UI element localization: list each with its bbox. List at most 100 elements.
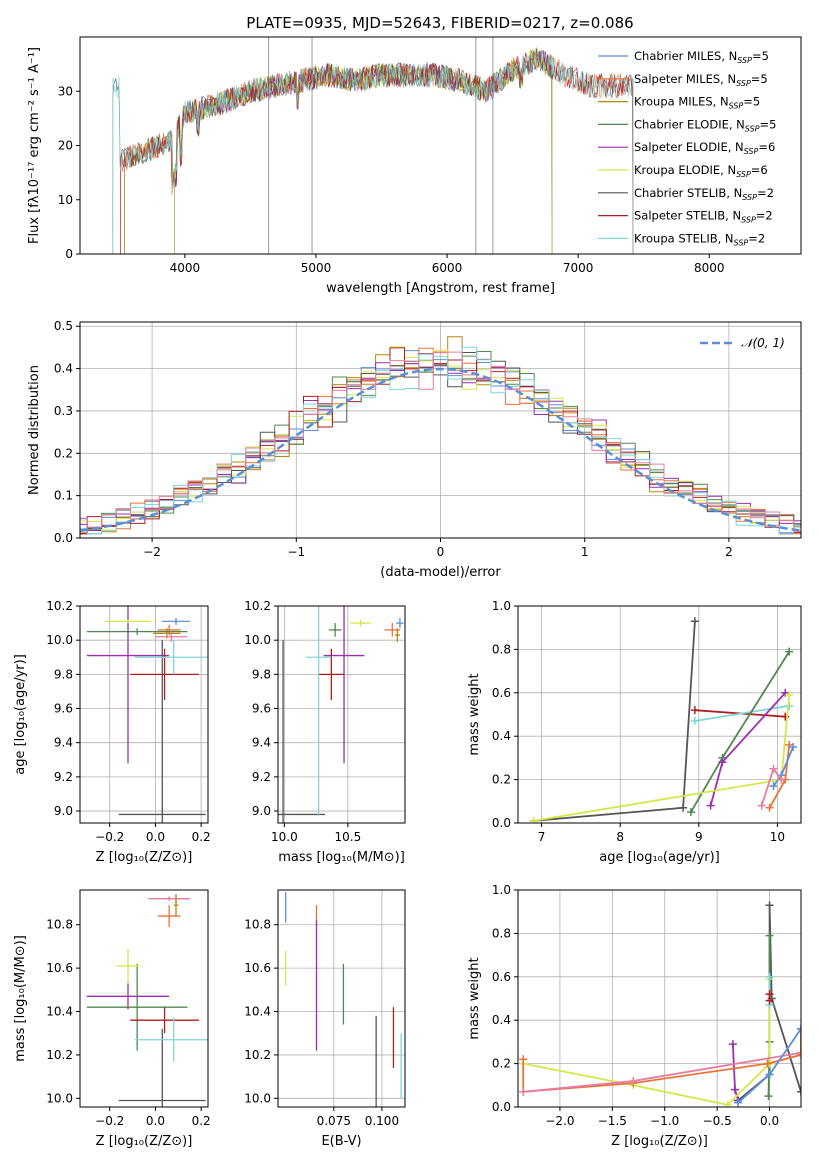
series-chabrier-stelib — [529, 617, 699, 823]
panel-residuals: −2 −1 0 1 2 0.0 0.1 0.2 0.3 0.4 0.5 (data-model)/er… — [27, 319, 802, 580]
plot-area-mass_vs_Z — [86, 894, 208, 1107]
legend-entry: Chabrier MILES, NSSP=5 — [634, 49, 769, 65]
series-marker — [690, 706, 699, 715]
legend-subscript: SSP — [742, 193, 757, 202]
axes-frame — [79, 889, 209, 1108]
errorbar-point-kroupa-elodie — [350, 619, 371, 627]
y-tick-label: 10.6 — [46, 961, 73, 975]
series-marker — [706, 801, 715, 810]
errorbar-point-kroupa-stelib — [305, 606, 332, 817]
panel-massweight_vs_age: 7 8 9 10 0.0 0.2 0.4 0.6 0.8 1.0 age [log₁₀(age/yr… — [467, 599, 802, 865]
legend-entry: Salpeter STELIB, NSSP=2 — [634, 209, 773, 225]
legend-label: Kroupa STELIB, N — [634, 231, 734, 245]
x-tick-label: 5000 — [301, 261, 332, 275]
y-tick-label: 10.2 — [46, 1048, 73, 1062]
x-tick-label: 10 — [770, 830, 785, 844]
series-marker — [763, 1059, 772, 1068]
series-marker — [690, 717, 699, 726]
errorbar-point-kroupa-elodie — [116, 948, 140, 984]
plot-area-age_vs_Z — [86, 606, 208, 823]
errorbar-point-chabrier-elodie — [328, 623, 342, 637]
errorbar-point-salpeter-miles — [157, 905, 181, 927]
series-marker — [764, 1092, 773, 1101]
series-marker — [519, 1087, 528, 1096]
errorbar-point-kroupa-stelib — [134, 1018, 208, 1062]
legend-subscript: SSP — [734, 238, 749, 247]
x-tick-label: 0.075 — [317, 1114, 351, 1128]
y-tick-label: 0.8 — [492, 642, 511, 656]
x-tick-label: 7 — [538, 830, 546, 844]
legend-subscript: SSP — [729, 102, 744, 111]
series-marker — [734, 1098, 743, 1107]
x-axis-label: Z [log₁₀(Z/Z⊙)] — [611, 1134, 708, 1149]
x-tick-label: −2 — [143, 545, 161, 559]
y-tick-label: 9.6 — [54, 702, 73, 716]
y-tick-label: 10.6 — [244, 961, 271, 975]
y-tick-label: 0.0 — [54, 531, 73, 545]
histogram-kroupa-elodie--ages- — [80, 351, 801, 535]
legend-entry: Kroupa STELIB, NSSP=2 — [634, 231, 765, 247]
y-tick-label: 0.4 — [492, 729, 511, 743]
x-tick-label: −1 — [287, 545, 305, 559]
y-tick-label: 10 — [58, 193, 73, 207]
y-tick-label: 9.8 — [54, 667, 73, 681]
errorbar-point-salpeter-elodie — [323, 606, 365, 764]
errorbar-point-salpeter-elodie — [86, 983, 170, 1010]
series-marker — [728, 1040, 737, 1049]
x-tick-label: 0.0 — [146, 830, 165, 844]
y-tick-label: 1.0 — [492, 599, 511, 613]
legend-subscript: SSP — [736, 79, 751, 88]
series-kroupa-elodie--ages- — [519, 1048, 801, 1096]
x-axis-label: (data-model)/error — [380, 565, 501, 580]
y-tick-label: 0.6 — [492, 686, 511, 700]
legend-suffix: =2 — [757, 186, 774, 200]
series-line — [694, 704, 790, 722]
errorbar-point-chabrier-miles — [396, 617, 404, 629]
y-tick-label: 9.4 — [252, 736, 271, 750]
y-axis-label: mass weight — [467, 673, 482, 755]
legend-label: Salpeter MILES, N — [634, 72, 736, 86]
y-axis-label: mass [log₁₀(M/M⊙)] — [13, 935, 28, 1062]
y-tick-label: 10.2 — [244, 599, 271, 613]
legend-entry: Kroupa ELODIE, NSSP=6 — [634, 163, 768, 179]
series-line — [760, 766, 783, 806]
axes-frame — [79, 605, 209, 824]
y-tick-label: 30 — [58, 84, 73, 98]
legend-suffix: =5 — [743, 95, 760, 109]
y-tick-label: 10.2 — [46, 599, 73, 613]
series-marker — [769, 782, 778, 791]
legend-suffix: =5 — [760, 117, 777, 131]
legend-subscript: SSP — [736, 170, 751, 179]
y-tick-label: 10.8 — [46, 918, 73, 932]
legend-label: Chabrier MILES, N — [634, 49, 737, 63]
errorbar-point-kroupa-elodie--ages- — [155, 631, 188, 642]
x-tick-label: 9 — [695, 830, 703, 844]
series-marker — [765, 901, 774, 910]
series-marker — [765, 1070, 774, 1079]
y-tick-label: 0.5 — [54, 319, 73, 333]
legend-label: Kroupa ELODIE, N — [634, 163, 736, 177]
panel-massweight_vs_Z: −2.0 −1.5 −1.0 −0.5 0.0 0.0 0.2 0.4 0.6 0.8 1.0 Z [… — [467, 883, 802, 1149]
x-tick-label: 0.2 — [192, 830, 211, 844]
legend-entry: Chabrier ELODIE, NSSP=5 — [634, 117, 776, 133]
series-marker — [777, 775, 786, 784]
series-chabrier-miles — [734, 1024, 801, 1107]
x-tick-label: 0.0 — [760, 1114, 779, 1128]
x-tick-label: 8000 — [694, 261, 725, 275]
y-tick-label: 10.0 — [46, 633, 73, 647]
errorbar-point-chabrier-elodie — [86, 628, 188, 636]
y-tick-label: 0.4 — [54, 362, 73, 376]
y-tick-label: 9.0 — [252, 804, 271, 818]
errorbar-point-chabrier-stelib — [118, 640, 206, 823]
legend-entry: Salpeter MILES, NSSP=5 — [634, 72, 768, 88]
legend-label: Chabrier ELODIE, N — [634, 117, 745, 131]
series-line — [533, 621, 696, 822]
errorbar-point-chabrier-stelib — [118, 1028, 206, 1107]
legend-suffix: =5 — [752, 49, 769, 63]
legend-label: Salpeter STELIB, N — [634, 209, 741, 223]
legend-suffix: =2 — [748, 231, 765, 245]
y-axis-label: Flux [fλ10⁻¹⁷ erg cm⁻² s⁻¹ A⁻¹] — [27, 47, 42, 244]
series-chabrier-elodie — [686, 647, 794, 817]
series-marker — [797, 1087, 801, 1096]
x-axis-label: mass [log₁₀(M/M⊙)] — [278, 850, 405, 865]
